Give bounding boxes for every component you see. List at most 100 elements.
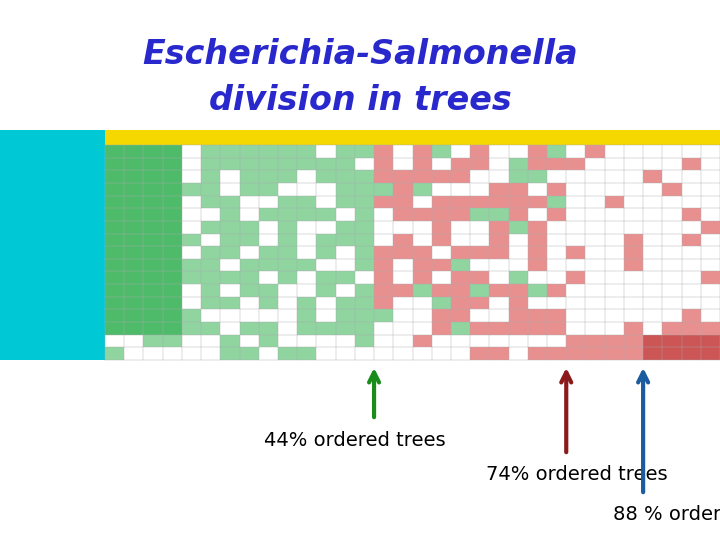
- Bar: [278, 170, 297, 183]
- Bar: [336, 158, 355, 170]
- Bar: [490, 208, 508, 221]
- Bar: [297, 322, 316, 335]
- Bar: [470, 284, 490, 297]
- Bar: [355, 246, 374, 259]
- Bar: [374, 272, 393, 284]
- Bar: [143, 233, 163, 246]
- Bar: [297, 309, 316, 322]
- Bar: [624, 233, 643, 246]
- Bar: [547, 208, 566, 221]
- Bar: [490, 347, 508, 360]
- Bar: [355, 170, 374, 183]
- Bar: [240, 272, 258, 284]
- Bar: [355, 284, 374, 297]
- Bar: [451, 208, 470, 221]
- Bar: [258, 183, 278, 195]
- Bar: [470, 195, 490, 208]
- Bar: [105, 208, 125, 221]
- Bar: [105, 347, 125, 360]
- Bar: [413, 183, 432, 195]
- Bar: [297, 158, 316, 170]
- Bar: [585, 335, 605, 347]
- Bar: [682, 309, 701, 322]
- Bar: [413, 272, 432, 284]
- Bar: [297, 208, 316, 221]
- Bar: [163, 233, 182, 246]
- Bar: [682, 347, 701, 360]
- Bar: [566, 246, 585, 259]
- Bar: [490, 246, 508, 259]
- Bar: [470, 158, 490, 170]
- Bar: [163, 335, 182, 347]
- Bar: [432, 259, 451, 272]
- Text: 44% ordered trees: 44% ordered trees: [264, 430, 446, 449]
- Bar: [182, 272, 201, 284]
- Bar: [393, 284, 413, 297]
- Bar: [662, 322, 682, 335]
- Bar: [258, 297, 278, 309]
- Bar: [451, 259, 470, 272]
- Bar: [624, 246, 643, 259]
- Bar: [125, 158, 143, 170]
- Bar: [413, 145, 432, 158]
- Bar: [451, 309, 470, 322]
- Bar: [508, 284, 528, 297]
- Bar: [163, 284, 182, 297]
- Bar: [163, 183, 182, 195]
- Bar: [105, 130, 720, 145]
- Bar: [240, 284, 258, 297]
- Bar: [220, 347, 240, 360]
- Bar: [125, 208, 143, 221]
- Bar: [163, 246, 182, 259]
- Bar: [220, 272, 240, 284]
- Bar: [316, 284, 336, 297]
- Bar: [278, 233, 297, 246]
- Bar: [547, 145, 566, 158]
- Bar: [432, 195, 451, 208]
- Bar: [105, 259, 125, 272]
- Bar: [374, 158, 393, 170]
- Bar: [240, 170, 258, 183]
- Bar: [105, 183, 125, 195]
- Bar: [297, 347, 316, 360]
- Bar: [201, 221, 220, 233]
- Bar: [163, 309, 182, 322]
- Bar: [508, 221, 528, 233]
- Bar: [682, 208, 701, 221]
- Bar: [374, 297, 393, 309]
- Bar: [220, 335, 240, 347]
- Bar: [125, 221, 143, 233]
- Bar: [105, 309, 125, 322]
- Bar: [470, 347, 490, 360]
- Bar: [336, 183, 355, 195]
- Bar: [125, 322, 143, 335]
- Bar: [316, 170, 336, 183]
- Bar: [220, 158, 240, 170]
- Bar: [278, 145, 297, 158]
- Bar: [508, 158, 528, 170]
- Bar: [432, 233, 451, 246]
- Bar: [470, 246, 490, 259]
- Bar: [643, 170, 662, 183]
- Bar: [624, 259, 643, 272]
- Bar: [374, 246, 393, 259]
- Bar: [355, 309, 374, 322]
- Bar: [240, 347, 258, 360]
- Bar: [490, 233, 508, 246]
- Bar: [682, 158, 701, 170]
- Bar: [393, 195, 413, 208]
- Bar: [105, 233, 125, 246]
- Bar: [451, 284, 470, 297]
- Bar: [547, 309, 566, 322]
- Bar: [374, 284, 393, 297]
- Bar: [470, 145, 490, 158]
- Bar: [125, 297, 143, 309]
- Bar: [258, 259, 278, 272]
- Bar: [547, 195, 566, 208]
- Bar: [528, 309, 547, 322]
- Bar: [566, 347, 585, 360]
- Bar: [105, 221, 125, 233]
- Bar: [316, 158, 336, 170]
- Bar: [182, 183, 201, 195]
- Bar: [682, 233, 701, 246]
